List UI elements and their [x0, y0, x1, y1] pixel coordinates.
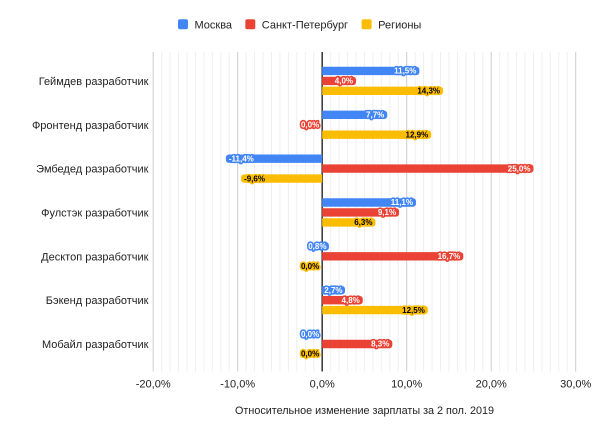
svg-text:0,0%: 0,0% — [301, 120, 319, 129]
svg-text:-20,0%: -20,0% — [136, 379, 171, 391]
svg-text:0,0%: 0,0% — [301, 262, 319, 271]
svg-text:12,9%: 12,9% — [406, 130, 429, 139]
svg-text:2,7%: 2,7% — [324, 286, 342, 295]
svg-text:Геймдев разработчик: Геймдев разработчик — [39, 76, 149, 88]
svg-text:Десктоп разработчик: Десктоп разработчик — [41, 251, 149, 263]
svg-text:25,0%: 25,0% — [508, 164, 531, 173]
svg-text:7,7%: 7,7% — [366, 111, 384, 120]
svg-text:Эмбедед разработчик: Эмбедед разработчик — [36, 164, 149, 176]
svg-text:11,5%: 11,5% — [394, 67, 416, 76]
svg-text:10,0%: 10,0% — [391, 379, 422, 391]
svg-text:-11,4%: -11,4% — [229, 154, 254, 163]
svg-text:9,1%: 9,1% — [378, 208, 396, 217]
svg-text:4,8%: 4,8% — [342, 296, 360, 305]
svg-text:Фулстэк разработчик: Фулстэк разработчик — [41, 207, 149, 219]
svg-text:Москва: Москва — [195, 19, 233, 31]
svg-text:8,3%: 8,3% — [371, 340, 389, 349]
svg-text:0,0%: 0,0% — [301, 330, 319, 339]
svg-text:-9,6%: -9,6% — [244, 174, 265, 183]
svg-text:0,0%: 0,0% — [301, 350, 319, 359]
svg-text:12,5%: 12,5% — [402, 306, 425, 315]
svg-text:14,3%: 14,3% — [417, 87, 440, 96]
svg-text:11,1%: 11,1% — [391, 198, 413, 207]
svg-text:30,0%: 30,0% — [560, 379, 591, 391]
svg-text:6,3%: 6,3% — [354, 218, 372, 227]
svg-text:16,7%: 16,7% — [438, 252, 461, 261]
svg-text:Регионы: Регионы — [378, 19, 421, 31]
svg-text:Мобайл разработчик: Мобайл разработчик — [42, 339, 149, 351]
svg-text:-10,0%: -10,0% — [220, 379, 255, 391]
svg-text:Относительное изменение зарпла: Относительное изменение зарплаты за 2 по… — [235, 405, 494, 417]
svg-text:4,0%: 4,0% — [335, 77, 353, 86]
svg-text:0,8%: 0,8% — [308, 242, 326, 251]
svg-text:20,0%: 20,0% — [476, 379, 507, 391]
svg-text:Санкт-Петербург: Санкт-Петербург — [262, 19, 348, 31]
svg-text:0,0%: 0,0% — [310, 379, 335, 391]
svg-text:Бэкенд разработчик: Бэкенд разработчик — [46, 295, 149, 307]
svg-text:Фронтенд разработчик: Фронтенд разработчик — [32, 120, 149, 132]
